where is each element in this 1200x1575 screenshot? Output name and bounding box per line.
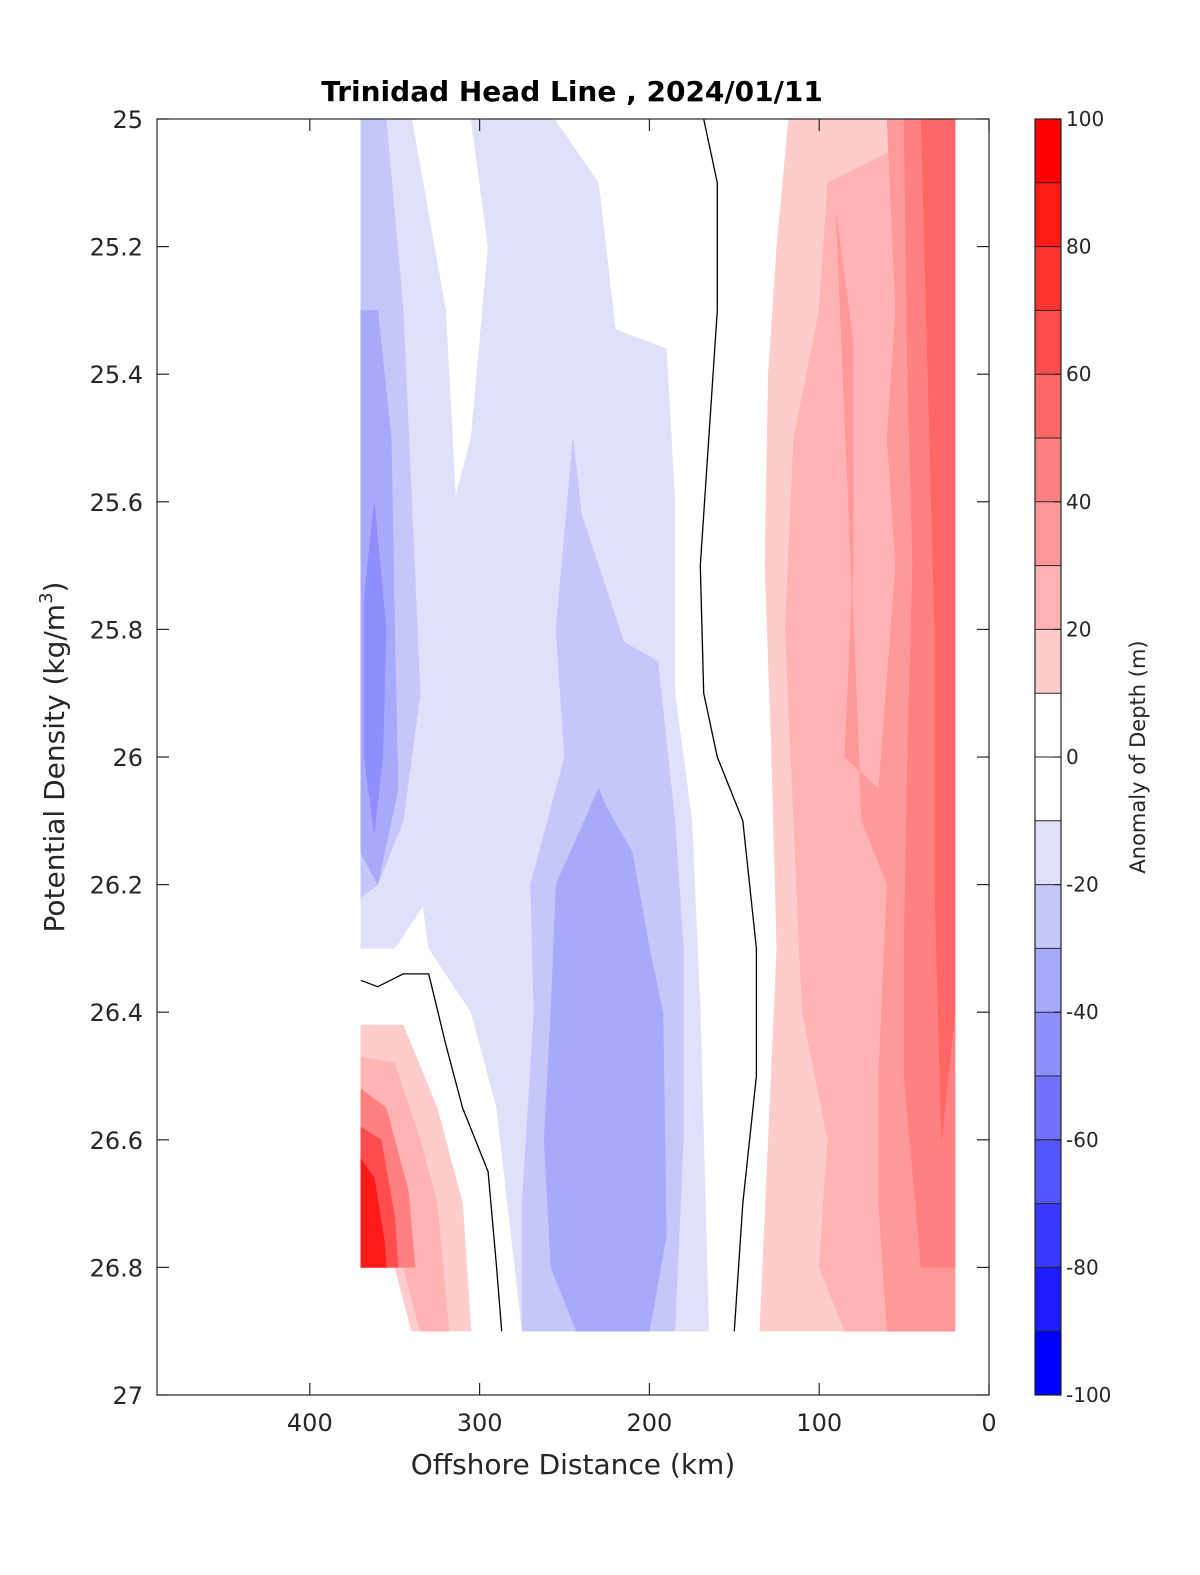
zero-contour-east xyxy=(699,118,758,1332)
colorbar-tick-label: 60 xyxy=(1066,362,1091,386)
colorbar-swatch xyxy=(1035,629,1061,694)
y-tick-label: 25.2 xyxy=(90,234,143,262)
x-tick-label: 400 xyxy=(287,1409,333,1437)
colorbar-swatch xyxy=(1035,310,1061,375)
colorbar-swatch xyxy=(1035,119,1061,183)
y-tick-label: 25.4 xyxy=(90,361,143,389)
contour-region-red-e-band-50 xyxy=(920,118,956,1140)
colorbar-tick-label: 80 xyxy=(1066,235,1091,259)
colorbar-swatch xyxy=(1035,1139,1061,1204)
y-tick-label: 26.4 xyxy=(90,999,143,1027)
colorbar-swatch xyxy=(1035,820,1061,885)
y-tick-label: 26.2 xyxy=(90,872,143,900)
x-axis-ticks: 400 300 200 100 0 xyxy=(287,119,997,1437)
colorbar-swatch xyxy=(1035,1331,1061,1395)
y-tick-label: 26.8 xyxy=(90,1254,143,1282)
y-tick-label: 25.6 xyxy=(90,489,143,517)
colorbar-tick-label: 100 xyxy=(1066,107,1104,131)
zero-contour-lines xyxy=(360,118,758,1332)
colorbar-tick-label: 20 xyxy=(1066,617,1091,641)
colorbar-swatches xyxy=(1035,119,1061,1395)
colorbar-ticks: 100 80 60 40 20 0 -20 -40 -60 -80 -100 xyxy=(1035,107,1111,1407)
x-tick-label: 300 xyxy=(457,1409,503,1437)
x-tick-label: 100 xyxy=(796,1409,842,1437)
colorbar-swatch xyxy=(1035,693,1061,757)
chart-title: Trinidad Head Line , 2024/01/11 xyxy=(321,75,823,108)
x-axis-label: Offshore Distance (km) xyxy=(411,1448,736,1481)
colorbar-swatch xyxy=(1035,565,1061,630)
y-tick-label: 26.6 xyxy=(90,1127,143,1155)
colorbar-tick-label: 40 xyxy=(1066,490,1091,514)
contour-regions xyxy=(360,118,956,1332)
colorbar-tick-label: -40 xyxy=(1066,1000,1099,1024)
colorbar-tick-label: -80 xyxy=(1066,1255,1099,1279)
colorbar-swatch xyxy=(1035,182,1061,247)
colorbar-swatch xyxy=(1035,884,1061,949)
colorbar-tick-label: -100 xyxy=(1066,1383,1111,1407)
y-axis-label-main: Potential Density (kg/m xyxy=(38,604,71,933)
y-axis-label-superscript: 3 xyxy=(36,592,57,603)
y-tick-label: 25 xyxy=(112,106,143,134)
colorbar-swatch xyxy=(1035,246,1061,311)
colorbar-tick-label: -20 xyxy=(1066,873,1099,897)
colorbar-swatch xyxy=(1035,438,1061,502)
y-axis-label-close: ) xyxy=(38,582,71,593)
x-tick-label: 200 xyxy=(627,1409,673,1437)
colorbar-tick-label: 0 xyxy=(1066,745,1079,769)
colorbar-swatch xyxy=(1035,501,1061,566)
colorbar-swatch xyxy=(1035,1012,1061,1076)
colorbar-swatch xyxy=(1035,1076,1061,1140)
y-axis-label: Potential Density (kg/m3) xyxy=(36,582,71,933)
contour-region-blue-w-band-40 xyxy=(363,501,387,834)
y-axis-ticks: 25 25.2 25.4 25.6 25.8 26 26.2 26.4 26.6 26.8 27 xyxy=(90,106,989,1410)
colorbar-label: Anomaly of Depth (m) xyxy=(1126,640,1150,873)
x-tick-label: 0 xyxy=(981,1409,996,1437)
contour-region-blue-c-band-30 xyxy=(543,788,667,1332)
colorbar-tick-label: -60 xyxy=(1066,1128,1099,1152)
colorbar-swatch xyxy=(1035,1267,1061,1332)
y-tick-label: 27 xyxy=(112,1382,143,1410)
zero-contour-west xyxy=(360,973,503,1332)
colorbar: 100 80 60 40 20 0 -20 -40 -60 -80 -100 xyxy=(1034,107,1111,1407)
colorbar-swatch xyxy=(1035,1203,1061,1268)
colorbar-swatch xyxy=(1035,948,1061,1013)
colorbar-swatch xyxy=(1035,374,1061,438)
plot-area: 25 25.2 25.4 25.6 25.8 26 26.2 26.4 26.6 26.8 27 4… xyxy=(90,106,997,1437)
y-tick-label: 26 xyxy=(112,744,143,772)
y-tick-label: 25.8 xyxy=(90,616,143,644)
contour-region-red-w-band-80 xyxy=(360,1158,387,1268)
colorbar-swatch xyxy=(1035,757,1061,821)
